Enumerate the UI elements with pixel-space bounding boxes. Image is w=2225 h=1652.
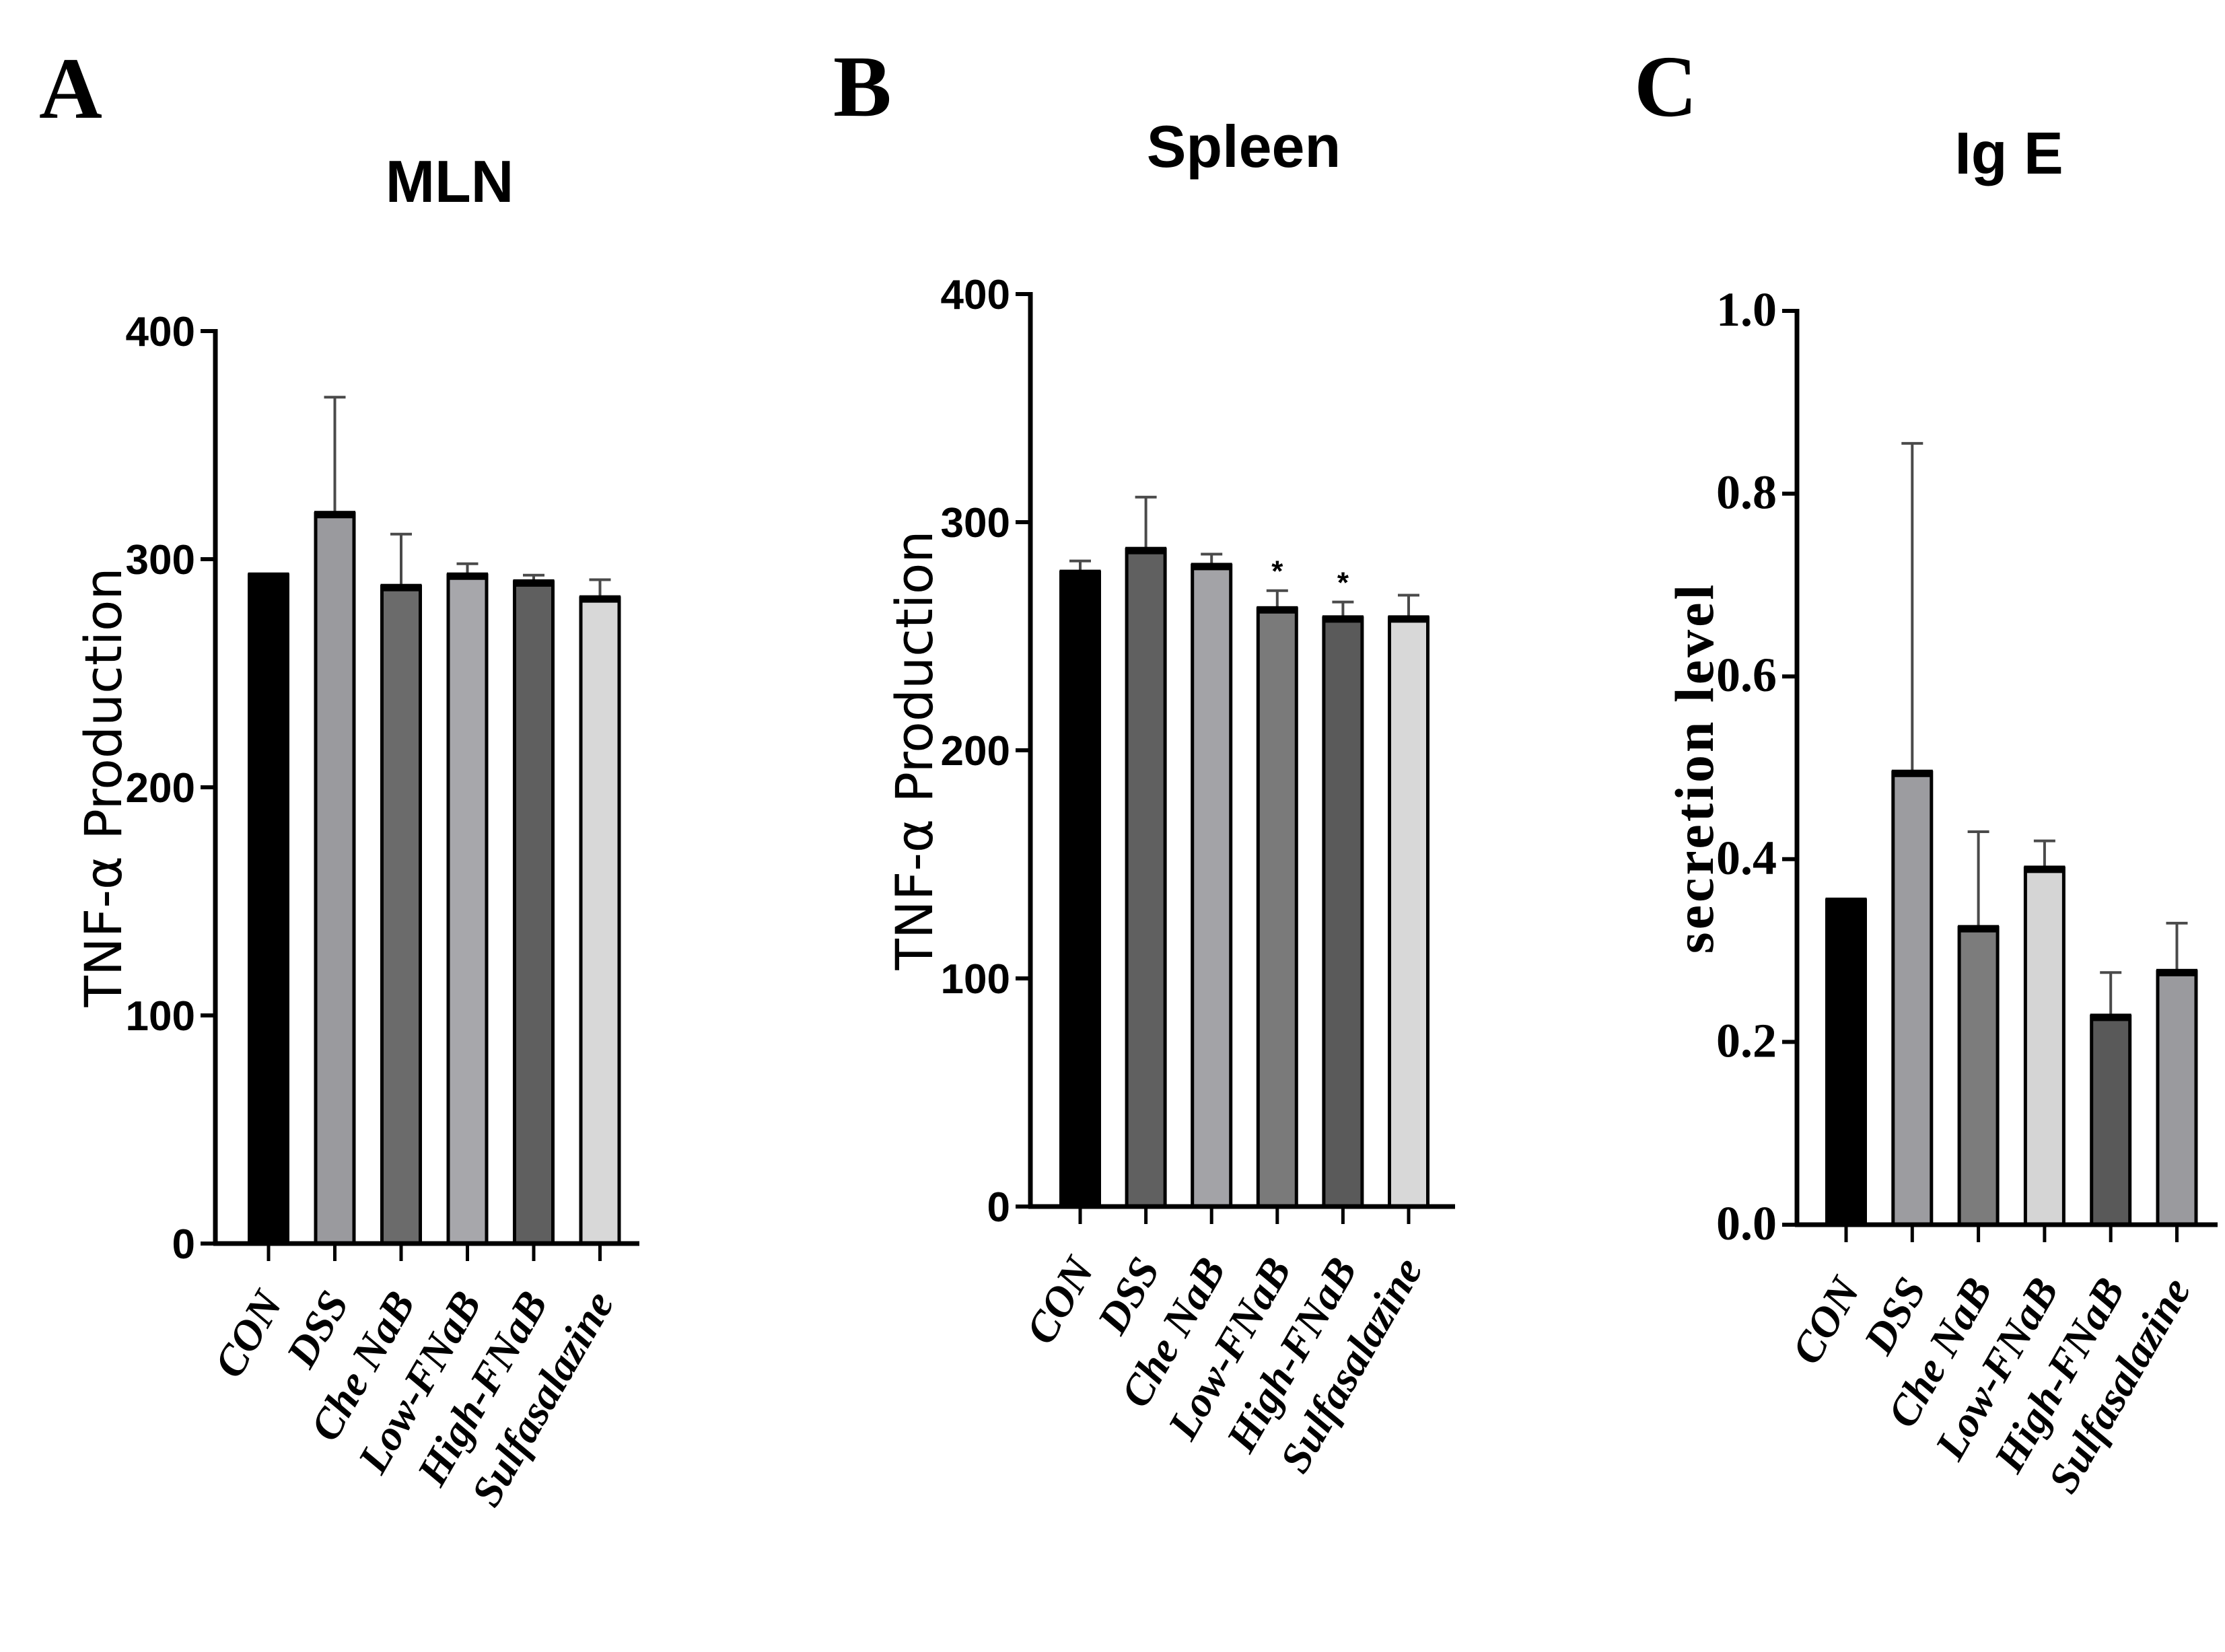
chart-c-y-label: secretion level	[1664, 582, 1725, 954]
chart-a-bar-che-nab	[380, 585, 422, 1246]
chart-b-bar-dss	[1125, 548, 1167, 1209]
chart-b-bar-low-fnab	[1256, 607, 1298, 1209]
chart-a-bar-low-fnab	[446, 573, 489, 1246]
chart-c-bar-cap-sulfasalazine	[2156, 968, 2197, 976]
chart-a-bar-cap-sulfasalazine	[579, 595, 621, 603]
chart-c-y-tick-label: 0.6	[1716, 648, 1777, 702]
chart-a-category-label-con: CON	[205, 1281, 292, 1386]
chart-a-y-label: TNF-α Production	[73, 567, 133, 1007]
chart-a-y-tick-label: 0	[172, 1221, 195, 1268]
chart-a-y-tick-label: 200	[126, 765, 195, 812]
chart-b-bar-sulfasalazine	[1388, 616, 1429, 1209]
chart-c-y-tick-label: 0.8	[1716, 466, 1777, 519]
chart-b-significance-low-fnab: *	[1271, 555, 1283, 588]
chart-c-bar-cap-low-fnab	[2024, 865, 2065, 873]
chart-c-panel-letter: C	[1634, 38, 1697, 135]
chart-a-bar-con	[248, 573, 289, 1246]
chart-c-category-label-con: CON	[1782, 1268, 1870, 1372]
chart-b-y-label: TNF-α Production	[884, 530, 944, 970]
chart-a-bar-cap-high-fnab	[513, 579, 555, 587]
chart-b-bar-cap-sulfasalazine	[1388, 615, 1429, 623]
chart-b-bar-cap-con	[1059, 569, 1101, 577]
chart-c-bar-cap-high-fnab	[2090, 1013, 2131, 1021]
chart-c-bar-cap-con	[1825, 897, 1867, 905]
chart-c-bar-cap-dss	[1891, 769, 1933, 777]
chart-b-bar-che-nab	[1191, 563, 1233, 1209]
chart-b-bar-con	[1059, 571, 1101, 1209]
chart-b-y-tick-label: 0	[987, 1184, 1010, 1231]
chart-c-y-tick-label: 0.0	[1716, 1196, 1777, 1250]
chart-b-title: Spleen	[1147, 113, 1341, 180]
chart-c-bar-high-fnab	[2090, 1014, 2132, 1227]
chart-b-bar-high-fnab	[1322, 616, 1364, 1209]
chart-a-panel-letter: A	[39, 40, 102, 137]
chart-a-title: MLN	[386, 148, 514, 215]
chart-c-bar-cap-che-nab	[1958, 925, 2000, 933]
chart-b-y-tick-label: 200	[941, 728, 1010, 775]
chart-a-bar-high-fnab	[513, 580, 555, 1246]
chart-b-bar-cap-high-fnab	[1322, 615, 1364, 623]
chart-c-title: Ig E	[1954, 120, 2063, 186]
chart-c-y-tick-label: 0.2	[1716, 1013, 1777, 1067]
chart-c-bar-low-fnab	[2023, 866, 2065, 1227]
chart-b-y-tick-label: 100	[941, 956, 1010, 1003]
chart-c-bar-dss	[1891, 770, 1934, 1227]
chart-b-y-tick-label: 400	[941, 272, 1010, 318]
chart-a-bar-cap-con	[248, 572, 289, 580]
chart-c-bar-con	[1825, 898, 1867, 1227]
chart-a-y-tick-label: 100	[126, 993, 195, 1040]
chart-a-bar-sulfasalazine	[579, 596, 621, 1246]
chart-a-bar-cap-low-fnab	[447, 572, 488, 580]
chart-c-bar-che-nab	[1957, 926, 2000, 1227]
chart-a-y-tick-label: 400	[126, 309, 195, 355]
chart-b-bar-cap-low-fnab	[1257, 606, 1298, 614]
chart-c-y-tick-label: 1.0	[1716, 283, 1777, 336]
chart-a-bar-cap-dss	[314, 511, 355, 519]
chart-b-significance-high-fnab: *	[1337, 567, 1349, 600]
chart-c-y-tick-label: 0.4	[1716, 831, 1777, 885]
chart-a-y-tick-label: 300	[126, 537, 195, 583]
chart-b-panel-letter: B	[833, 38, 892, 135]
chart-a-bar-dss	[314, 511, 356, 1246]
panel-c: C Ig E 0.0 0.2 0.4 0.6 0.8 1.0 secretion level CO…	[1634, 38, 2218, 1501]
chart-c-bar-sulfasalazine	[2156, 970, 2198, 1227]
chart-b-bar-cap-che-nab	[1191, 563, 1232, 571]
chart-a-bar-cap-che-nab	[380, 583, 422, 591]
chart-b-category-label-con: CON	[1016, 1248, 1104, 1352]
chart-b-bar-cap-dss	[1125, 546, 1167, 554]
chart-b-y-tick-label: 300	[941, 500, 1010, 546]
